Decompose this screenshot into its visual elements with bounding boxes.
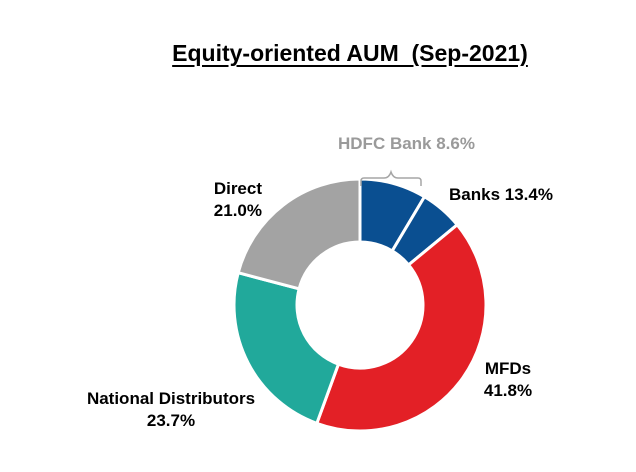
banks-label: Banks 13.4% (449, 185, 553, 204)
mfds-value: 41.8% (483, 381, 533, 400)
donut-slices (232, 177, 488, 433)
mfds-label: MFDs 41.8% (478, 358, 538, 402)
national-distributors-value: 23.7% (146, 411, 196, 430)
slice-mfds (315, 223, 488, 433)
national-distributors-name: National Distributors (86, 389, 256, 408)
mfds-name: MFDs (484, 359, 532, 378)
slice-national-distributors (232, 271, 340, 425)
chart-title: Equity-oriented AUM (Sep-2021) (172, 40, 528, 66)
national-distributors-label: National Distributors 23.7% (66, 388, 276, 432)
slice-direct (236, 177, 362, 291)
hdfc-bank-label: HDFC Bank 8.6% (338, 134, 475, 153)
direct-name: Direct (213, 179, 262, 198)
hdfc-bracket (360, 169, 422, 186)
direct-value: 21.0% (213, 201, 262, 220)
direct-label: Direct 21.0% (180, 178, 262, 222)
